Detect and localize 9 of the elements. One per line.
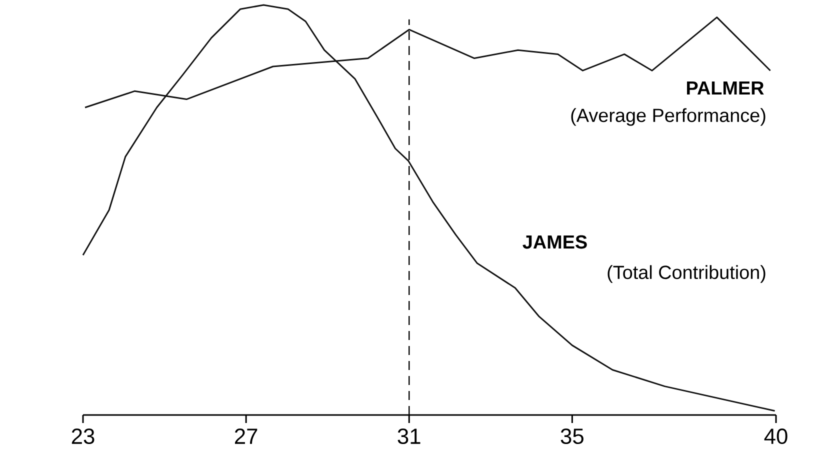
x-tick-label: 40 xyxy=(764,428,788,444)
annotation: (Total Contribution) xyxy=(608,265,766,283)
annotation: (Average Performance) xyxy=(571,108,766,126)
x-tick-label: 31 xyxy=(398,428,420,444)
series-label: JAMES xyxy=(522,235,587,249)
x-tick-label: 23 xyxy=(72,428,94,444)
x-tick-label: 35 xyxy=(560,428,584,444)
x-tick-label: 27 xyxy=(234,428,258,444)
series-label: PALMER xyxy=(687,81,764,95)
